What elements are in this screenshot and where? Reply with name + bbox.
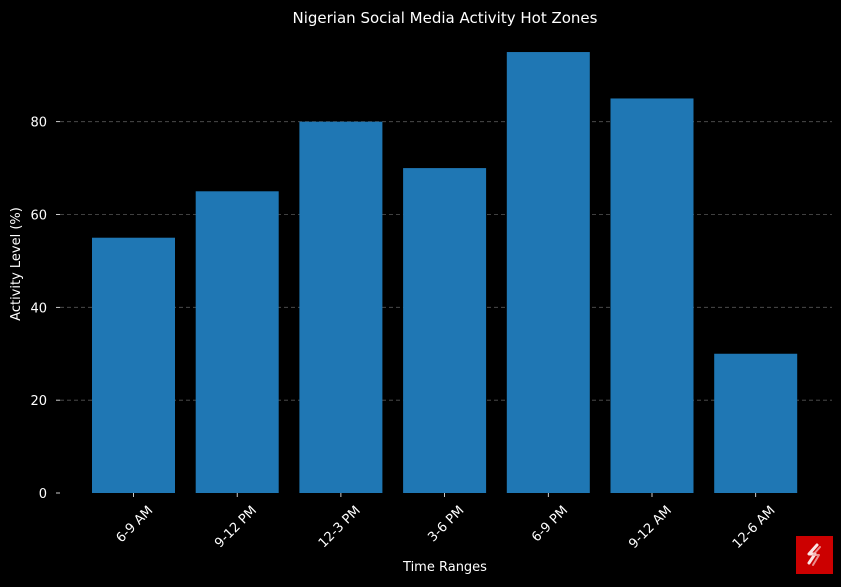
bar-12-6-am [714,353,798,493]
y-tick-label: 60 [30,209,47,224]
bar-3-6-pm [403,168,487,494]
x-tick-label: 6-9 PM [529,503,571,545]
x-tick-label: 9-12 AM [626,503,675,552]
x-tick-label: 12-3 PM [316,503,364,551]
x-tick-label: 3-6 PM [425,503,467,545]
y-axis-ticks: 0 20 40 60 80 [30,116,60,502]
bar-9-12-am [610,98,694,494]
bars [92,52,798,494]
x-tick-label: 6-9 AM [114,503,157,546]
x-axis-ticks: 6-9 AM 9-12 PM 12-3 PM 3-6 PM 6-9 PM 9-12 AM 1… [114,493,779,552]
x-tick-label: 9-12 PM [212,503,260,551]
y-tick-label: 20 [30,394,47,409]
bar-6-9-pm [506,52,590,494]
bar-12-3-pm [299,121,383,493]
x-axis-label: Time Ranges [402,560,487,575]
y-axis-label: Activity Level (%) [9,207,24,321]
chart-title: Nigerian Social Media Activity Hot Zones [293,9,598,27]
y-tick-label: 40 [30,301,47,316]
bar-9-12-pm [195,191,279,493]
y-tick-label: 80 [30,116,47,131]
x-tick-label: 12-6 AM [730,503,779,552]
sponsor-logo-icon [796,536,833,574]
y-tick-label: 0 [39,487,47,502]
bar-6-9-am [92,237,175,493]
